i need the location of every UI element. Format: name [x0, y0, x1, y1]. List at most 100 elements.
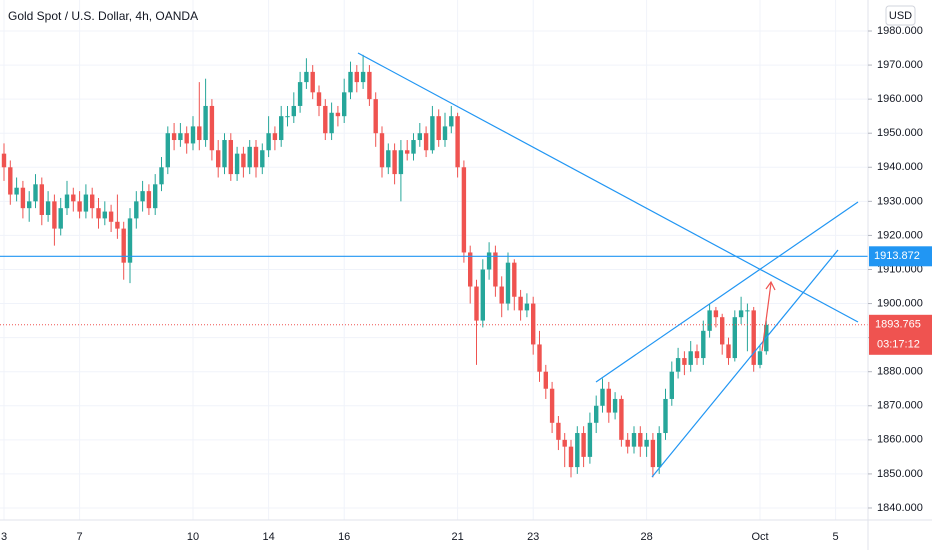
y-tick-label: 1940.000 — [877, 161, 923, 173]
candle-body — [14, 187, 19, 195]
candle-body — [386, 150, 391, 168]
candle-body — [442, 126, 448, 141]
candle-body — [512, 262, 517, 297]
candle-body — [228, 140, 233, 175]
candle-body — [285, 116, 290, 118]
currency-box[interactable] — [885, 5, 916, 26]
plot-area — [0, 54, 868, 478]
y-tick-label: 1970.000 — [877, 59, 923, 71]
candle-body — [638, 433, 643, 447]
candle-body — [688, 351, 693, 365]
candle-body — [165, 133, 170, 168]
candle-body — [493, 252, 498, 287]
x-tick-label: 21 — [451, 531, 463, 543]
candle-body — [707, 310, 712, 331]
candle-body — [675, 358, 681, 372]
chart-title: Gold Spot / U.S. Dollar, 4h, OANDA — [8, 9, 198, 23]
candle-body — [197, 126, 202, 141]
candle-body — [367, 71, 372, 100]
y-tick-label: 1930.000 — [877, 195, 923, 207]
candle-body — [631, 433, 637, 447]
candle-body — [474, 286, 479, 321]
candle-body — [253, 146, 259, 168]
candle-body — [732, 317, 737, 359]
candle-body — [663, 398, 668, 434]
candle-body — [272, 133, 278, 141]
candle-body — [190, 126, 196, 144]
candle-body — [644, 439, 649, 447]
x-tick-label: 3 — [1, 531, 7, 543]
candle-body — [379, 133, 385, 168]
candle-body — [140, 191, 145, 202]
candle-body — [171, 133, 177, 141]
x-tick-label: 10 — [187, 531, 199, 543]
level-label-box — [869, 246, 932, 267]
x-tick-label: 16 — [338, 531, 350, 543]
candle-body — [669, 371, 674, 399]
candle-body — [423, 133, 429, 151]
candle-body — [316, 92, 322, 106]
trend-line — [357, 52, 859, 323]
candle-body — [619, 398, 624, 440]
y-tick-label: 1850.000 — [877, 468, 923, 480]
candle-body — [348, 71, 353, 93]
y-tick-label: 1900.000 — [877, 297, 923, 309]
candle-body — [102, 211, 107, 219]
candle-body — [657, 433, 662, 468]
candle-body — [499, 286, 504, 304]
level-label: 1913.872 — [874, 250, 920, 262]
candle-body — [45, 201, 51, 215]
x-tick-label: 14 — [262, 531, 274, 543]
candle-body — [537, 344, 542, 372]
candle-body — [757, 351, 763, 365]
candle-body — [568, 446, 574, 468]
candle-body — [518, 296, 523, 311]
candle-body — [90, 194, 95, 209]
candle-body — [556, 422, 561, 440]
candle-body — [405, 150, 410, 154]
candle-body — [33, 184, 38, 202]
candle-body — [411, 140, 416, 154]
candle-body — [146, 191, 152, 209]
candle-body — [77, 201, 82, 212]
x-tick-label: 23 — [527, 531, 539, 543]
candle-body — [266, 133, 271, 151]
candle-body — [612, 398, 618, 413]
candle-body — [392, 150, 397, 175]
candle-body — [726, 344, 731, 359]
candle-body — [694, 351, 700, 359]
candle-body — [606, 388, 611, 413]
candle-body — [329, 112, 334, 134]
candle-body — [468, 252, 473, 287]
candle-body — [713, 310, 719, 318]
candle-body — [323, 105, 328, 134]
x-tick-label: 28 — [640, 531, 652, 543]
candle-body — [581, 433, 586, 457]
candle-body — [291, 105, 296, 117]
candle-body — [71, 194, 76, 202]
candle-body — [247, 146, 252, 168]
candle-body — [153, 184, 158, 209]
candle-body — [52, 201, 57, 229]
candle-body — [310, 71, 315, 93]
y-tick-label: 1920.000 — [877, 229, 923, 241]
candle-body — [8, 167, 13, 195]
x-tick-label: 7 — [77, 531, 83, 543]
x-tick-label: Oct — [751, 531, 768, 543]
last-price-label: 1893.765 — [875, 319, 921, 331]
arrow — [761, 282, 772, 352]
arrow-head — [765, 280, 776, 291]
y-tick-label: 1980.000 — [877, 25, 923, 37]
candle-body — [209, 105, 215, 151]
candle-body — [184, 133, 189, 144]
candle-body — [594, 405, 599, 423]
candle-body — [524, 303, 530, 311]
candle-body — [720, 317, 725, 345]
candle-body — [461, 167, 467, 253]
candle-body — [127, 218, 133, 263]
candle-body — [430, 116, 435, 151]
countdown-label: 03:17:12 — [877, 339, 920, 351]
candle-body — [701, 330, 706, 359]
candle-body — [575, 433, 580, 468]
